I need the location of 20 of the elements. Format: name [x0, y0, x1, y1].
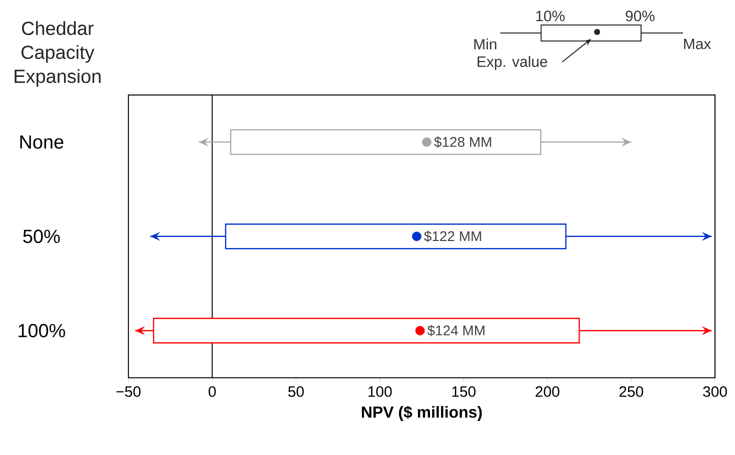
text: 90% — [626, 10, 655, 22]
y-tick-label: 50% — [23, 230, 60, 244]
y-tick-label: 100% — [18, 324, 66, 338]
text: $124 MM — [427, 325, 484, 336]
x-tick-label: 100 — [368, 386, 392, 398]
x-tick-label: 50 — [288, 386, 304, 398]
x-axis-title: NPV ($ millions) — [362, 406, 482, 422]
x-tick-label: −50 — [116, 386, 141, 398]
text: $128 MM — [434, 136, 492, 148]
x-tick-label: 200 — [536, 386, 560, 398]
x-tick-label: 150 — [452, 386, 476, 398]
x-tick-label: 0 — [208, 386, 216, 398]
text: Min — [474, 38, 496, 50]
x-tick-label: 250 — [619, 386, 644, 398]
y-axis-title: Cheddar Capacity Expansion — [14, 21, 101, 87]
y-tick-label: None — [20, 136, 64, 149]
text: $122 MM — [424, 230, 482, 242]
x-tick-label: 300 — [703, 386, 727, 398]
text: Max — [684, 38, 712, 50]
text: 10% — [536, 10, 565, 22]
